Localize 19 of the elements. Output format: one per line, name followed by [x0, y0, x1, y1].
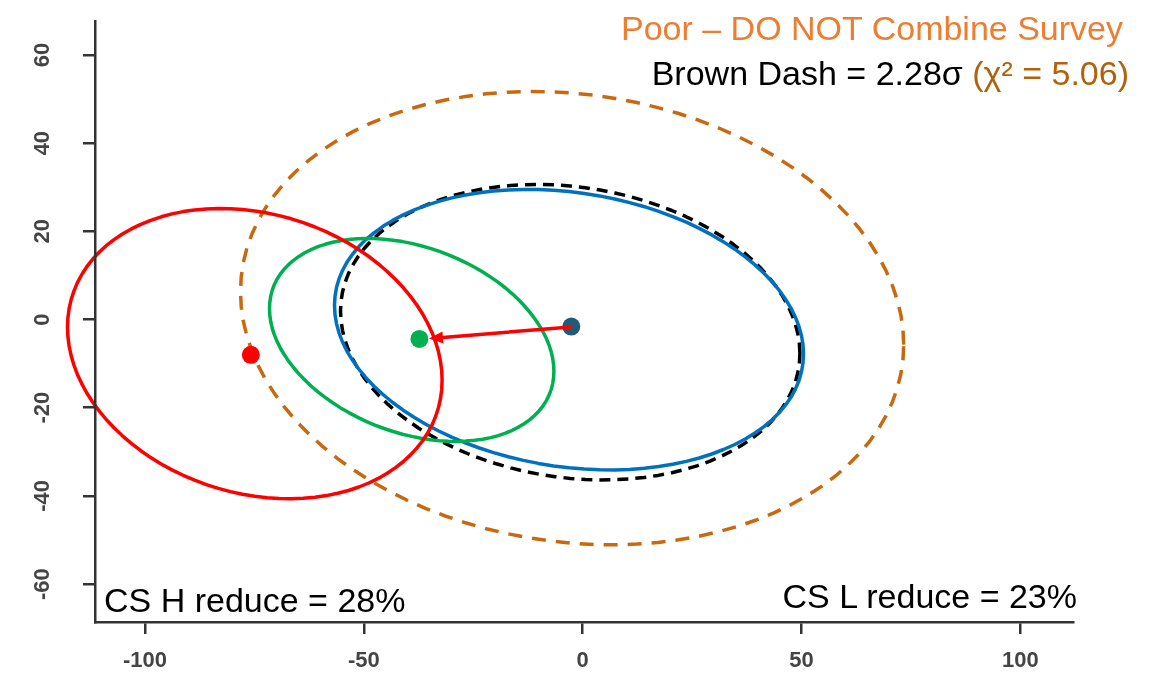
y-tick-label: -40 — [29, 479, 55, 512]
annotation: (χ² = 5.06) — [972, 54, 1129, 92]
annotation: Poor – DO NOT Combine Survey — [621, 9, 1123, 47]
x-tick-label: -50 — [347, 647, 380, 673]
point — [410, 329, 429, 348]
y-tick-label: -60 — [29, 568, 55, 600]
x-tick-label: 50 — [789, 647, 814, 673]
y-tick-label: 0 — [29, 313, 55, 326]
annotation: CS H reduce = 28% — [104, 581, 406, 619]
point — [241, 345, 260, 364]
y-tick-label: 40 — [29, 130, 55, 156]
y-tick-label: 60 — [29, 42, 55, 68]
x-tick-label: 0 — [576, 647, 589, 673]
annotation: Brown Dash = 2.28σ — [651, 54, 963, 92]
x-tick-label: -100 — [122, 647, 167, 673]
annotation: CS L reduce = 23% — [782, 577, 1077, 615]
x-tick-label: 100 — [1002, 647, 1039, 673]
y-tick-label: 20 — [29, 219, 55, 244]
y-tick-label: -20 — [29, 391, 55, 424]
